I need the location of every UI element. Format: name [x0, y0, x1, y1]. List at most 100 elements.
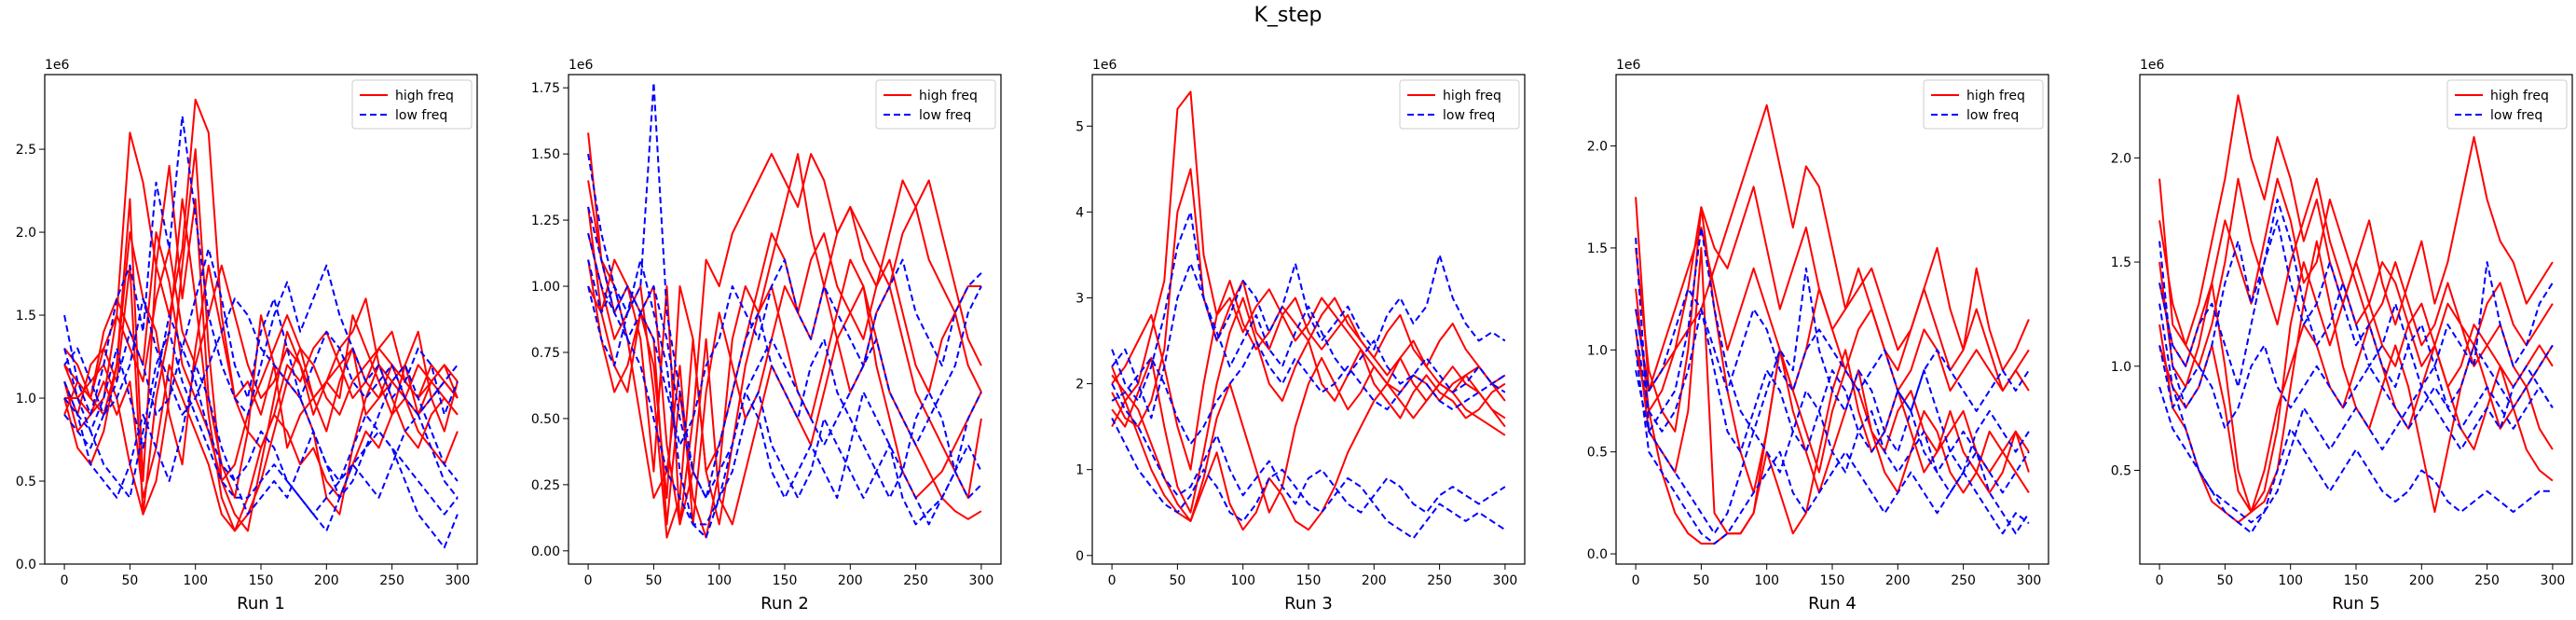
series-line-low-11 [2158, 365, 2554, 524]
y-tick-label: 1.0 [1587, 343, 1608, 358]
y-offset-label: 1e6 [2140, 58, 2165, 73]
y-tick-label: 0.0 [1587, 547, 1608, 562]
series-line-low-13 [63, 297, 459, 416]
chart-panel-run-5: 0 50 100 150 200 250 300 0.5 1.0 1.5 2.0 1e6 Run 5 hi… [2111, 58, 2573, 613]
series-line-low-11 [1635, 308, 2030, 494]
x-tick-label: 200 [1362, 573, 1387, 588]
chart-panel-run-2: 0 50 100 150 200 250 300 0.00 0.25 0.50 0.75 1.00 1.… [531, 58, 1002, 613]
x-tick-label: 150 [773, 573, 798, 588]
y-tick-label: 2.5 [16, 143, 36, 158]
x-tick-label: 250 [2474, 573, 2500, 588]
series-line-low-9 [2158, 344, 2554, 430]
series-line-high-4 [1635, 206, 2030, 494]
series-line-low-9 [587, 206, 982, 447]
x-tick-label: 150 [1296, 573, 1322, 588]
x-tick-label: 50 [645, 573, 662, 588]
legend-label-1: high freq [395, 89, 454, 103]
y-tick-label: 0.5 [1587, 446, 1608, 461]
y-tick-label: 0 [1076, 549, 1084, 564]
x-axis-label: Run 4 [1808, 594, 1857, 613]
series-group [1635, 103, 2030, 545]
y-tick-label: 1.75 [531, 81, 560, 96]
y-tick-label: 1.5 [2111, 255, 2131, 270]
series-line-high-2 [63, 164, 459, 499]
x-tick-label: 250 [903, 573, 928, 588]
x-tick-label: 150 [2344, 573, 2369, 588]
series-group [2158, 94, 2554, 534]
y-tick-label: 0.25 [531, 478, 560, 493]
legend-label-2: low freq [919, 108, 971, 123]
y-tick-label: 1.00 [531, 280, 560, 295]
series-line-low-7 [587, 81, 982, 500]
series-line-high-6 [1111, 356, 1506, 522]
x-tick-label: 300 [2017, 573, 2042, 588]
x-tick-label: 300 [1493, 573, 1518, 588]
legend-label-1: high freq [1966, 89, 2025, 103]
y-tick-label: 0.5 [16, 475, 36, 489]
x-tick-label: 200 [1885, 573, 1911, 588]
y-tick-label: 0.5 [2111, 463, 2131, 478]
series-line-high-3 [63, 148, 459, 532]
x-tick-label: 300 [969, 573, 994, 588]
y-tick-label: 2.0 [1587, 140, 1608, 155]
x-tick-label: 100 [1754, 573, 1779, 588]
series-line-high-5 [1111, 296, 1506, 514]
series-line-high-1 [2158, 94, 2554, 347]
y-tick-label: 2.0 [16, 226, 36, 241]
y-tick-label: 1.0 [2111, 360, 2131, 375]
x-tick-label: 0 [1632, 573, 1640, 588]
x-tick-label: 50 [121, 573, 138, 588]
x-tick-label: 50 [1692, 573, 1709, 588]
x-tick-label: 100 [706, 573, 732, 588]
x-tick-label: 100 [2278, 573, 2303, 588]
legend-label-2: low freq [2490, 108, 2542, 123]
legend-box [2446, 79, 2568, 130]
legend: high freq low freq [1923, 79, 2044, 130]
y-tick-label: 1.5 [16, 309, 36, 324]
x-tick-label: 150 [1820, 573, 1845, 588]
legend-label-1: high freq [1443, 89, 1501, 103]
figure-title: K_step [1254, 4, 1322, 27]
y-tick-label: 0.75 [531, 346, 560, 361]
y-tick-label: 1.25 [531, 214, 560, 228]
series-line-low-10 [1635, 369, 2030, 535]
chart-panel-run-1: 0 50 100 150 200 250 300 0.0 0.5 1.0 1.5 2.0 2.5 1e6 R… [16, 58, 478, 613]
x-tick-label: 100 [183, 573, 208, 588]
x-axis-label: Run 2 [760, 594, 809, 613]
x-axis-label: Run 1 [237, 594, 285, 613]
series-line-high-8 [63, 364, 459, 532]
series-line-low-11 [63, 247, 459, 499]
x-tick-label: 200 [2409, 573, 2434, 588]
y-offset-label: 1e6 [1092, 58, 1117, 73]
series-line-low-10 [1111, 417, 1506, 540]
legend: high freq low freq [351, 79, 473, 130]
series-line-low-9 [63, 115, 459, 416]
x-tick-label: 300 [2541, 573, 2566, 588]
series-line-high-6 [1635, 227, 2030, 393]
legend-label-2: low freq [1966, 108, 2019, 123]
x-tick-label: 100 [1230, 573, 1255, 588]
x-tick-label: 200 [314, 573, 339, 588]
y-tick-label: 0.50 [531, 412, 560, 427]
x-tick-label: 50 [2216, 573, 2233, 588]
series-line-low-10 [587, 259, 982, 500]
series-line-low-8 [2158, 303, 2553, 534]
y-tick-label: 1.5 [1587, 241, 1608, 256]
series-group [587, 81, 982, 539]
series-line-low-9 [1111, 339, 1506, 446]
legend-label-2: low freq [395, 108, 447, 123]
y-tick-label: 2 [1076, 378, 1084, 393]
legend-box [1399, 79, 1520, 130]
series-line-low-14 [63, 364, 459, 549]
chart-panel-run-3: 0 50 100 150 200 250 300 0 1 2 3 4 5 1e6 Run 3 high fre… [1076, 58, 1526, 613]
x-tick-label: 50 [1169, 573, 1185, 588]
legend-label-1: high freq [2490, 89, 2549, 103]
legend-label-1: high freq [919, 89, 978, 103]
legend: high freq low freq [1399, 79, 1520, 130]
legend: high freq low freq [875, 79, 996, 130]
x-tick-label: 0 [61, 573, 69, 588]
x-tick-label: 300 [445, 573, 471, 588]
series-line-low-11 [587, 258, 982, 539]
series-line-low-8 [1111, 383, 1506, 514]
y-offset-label: 1e6 [45, 58, 70, 73]
